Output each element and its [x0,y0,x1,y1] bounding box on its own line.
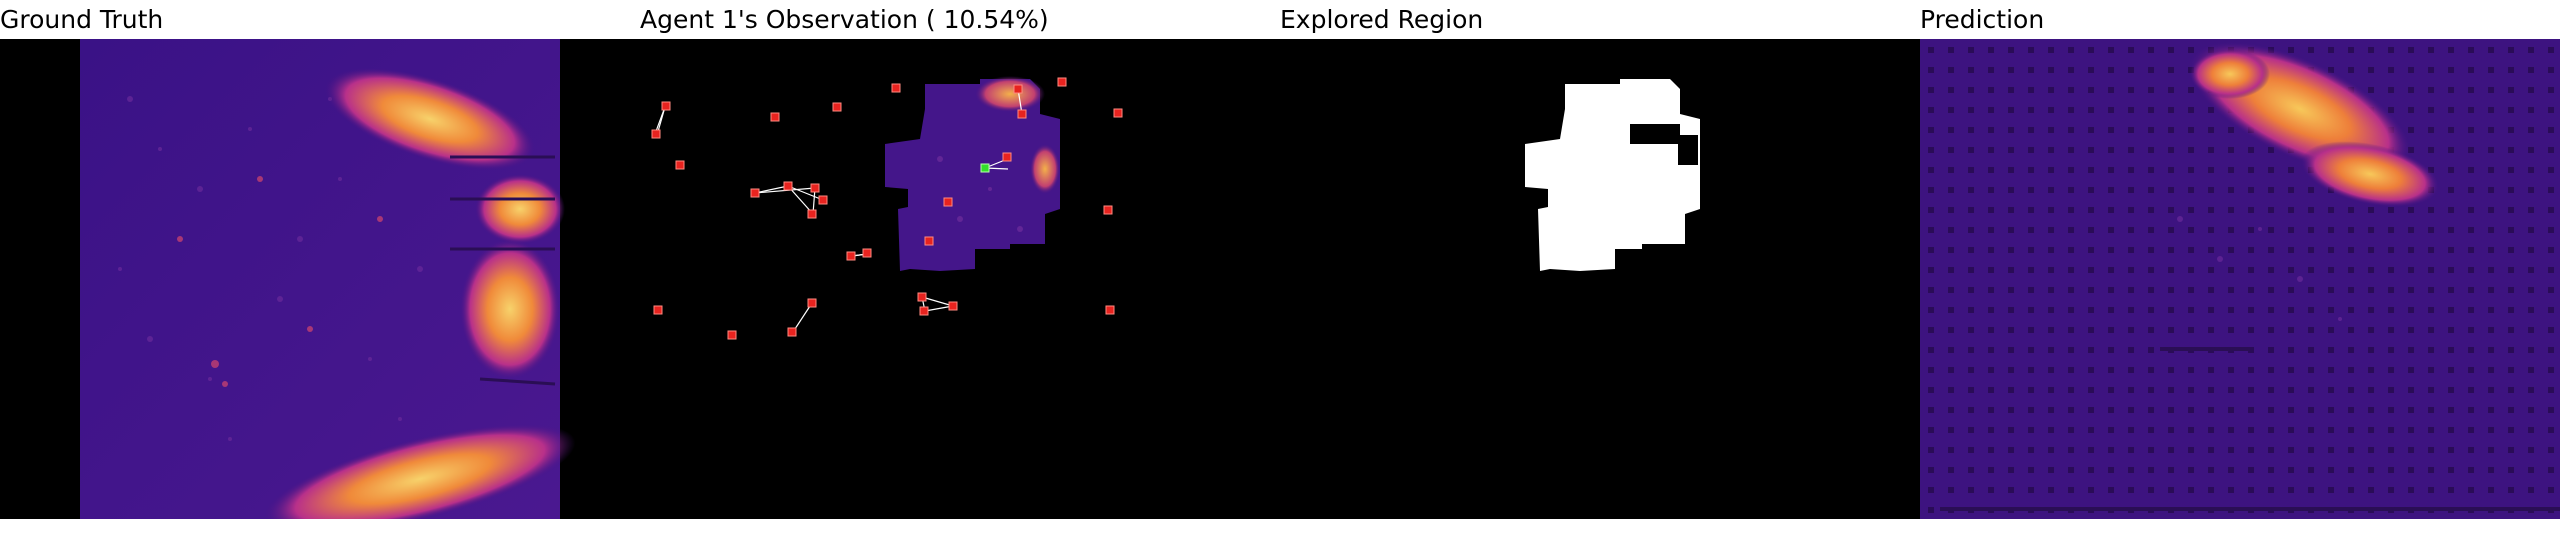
ground-truth-map [0,39,640,519]
explored-region-panel [1280,39,1920,519]
agent-marker [948,301,958,311]
prediction-map [1920,39,2560,519]
observation-panel [640,39,1280,519]
prediction-panel [1920,39,2560,519]
agent-marker [891,83,901,93]
agent-marker [651,129,661,139]
agent-marker [787,327,797,337]
agent-marker [1057,77,1067,87]
agent-marker [1113,108,1123,118]
agent-marker [1013,84,1023,94]
observation-map [640,39,1280,519]
agent-marker [750,188,760,198]
observed-area [885,79,1060,271]
agent-marker [924,236,934,246]
agent-marker [1017,109,1027,119]
agent-markers [651,77,1123,340]
agent-marker [783,181,793,191]
agent-marker [675,160,685,170]
self-agent-marker [980,163,990,173]
ground-truth-title: Ground Truth [0,5,164,34]
agent-marker [807,209,817,219]
agent-marker [1103,205,1113,215]
observation-title: Agent 1's Observation ( 10.54%) [640,5,1049,34]
explored-region-mask [1280,39,1920,519]
agent-marker [770,112,780,122]
agent-marker [943,197,953,207]
agent-marker [919,306,929,316]
agent-marker [862,248,872,258]
agent-marker [818,195,828,205]
agent-marker [846,251,856,261]
agent-marker [653,305,663,315]
explored-region-title: Explored Region [1280,5,1484,34]
prediction-title: Prediction [1920,5,2045,34]
agent-marker [807,298,817,308]
agent-marker [1002,152,1012,162]
agent-marker [1105,305,1115,315]
agent-marker [810,183,820,193]
agent-marker [727,330,737,340]
agent-marker [917,292,927,302]
agent-marker [661,101,671,111]
agent-marker [832,102,842,112]
ground-truth-panel [0,39,640,519]
